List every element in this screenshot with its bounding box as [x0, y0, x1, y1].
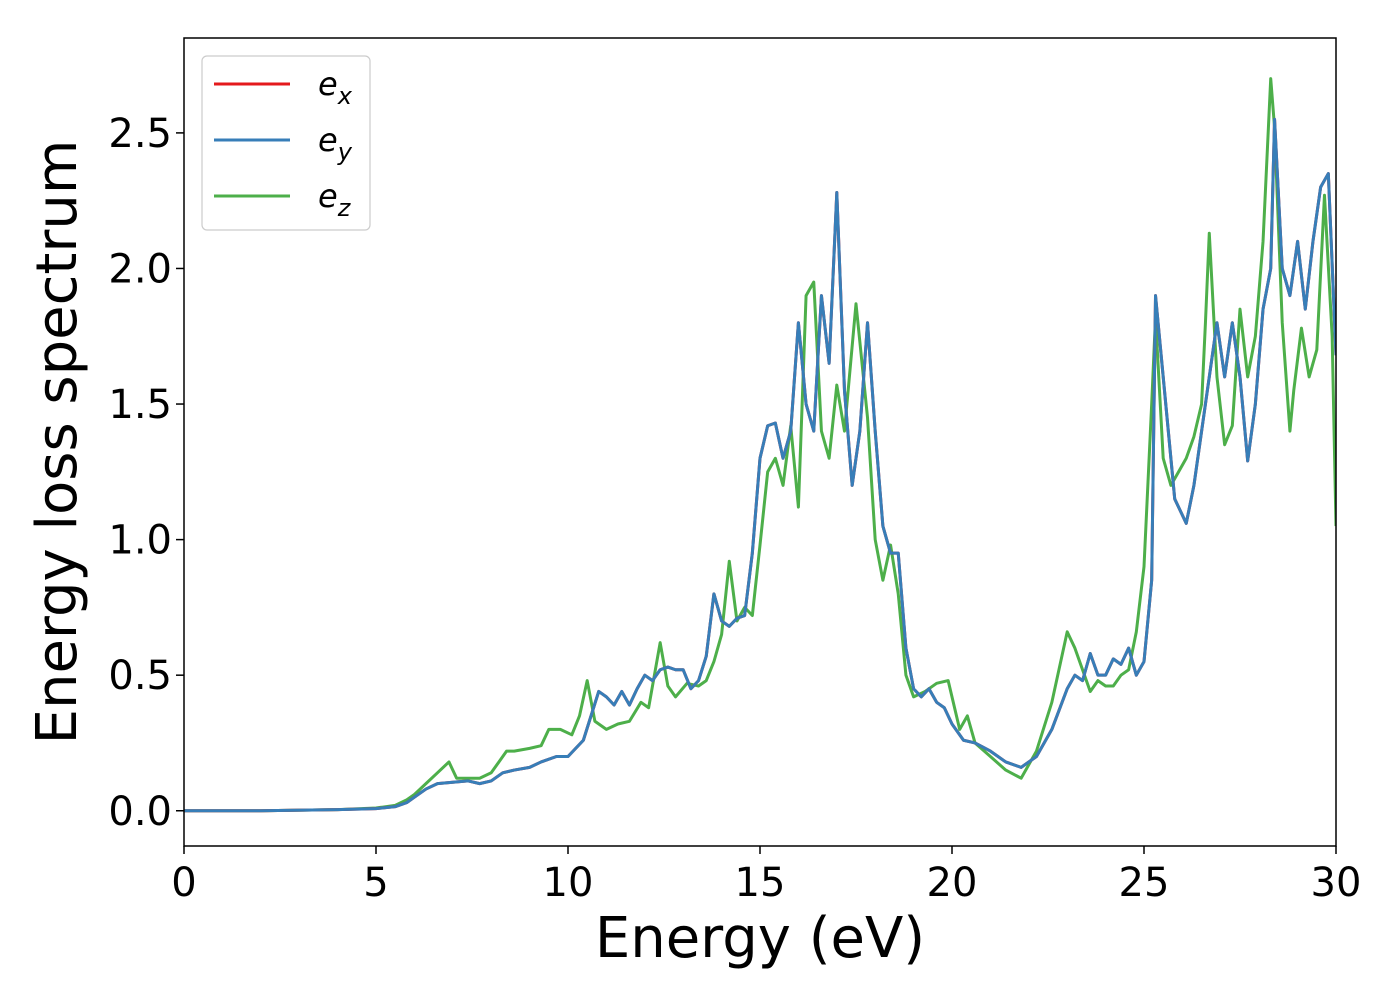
- x-tick-label: 20: [927, 860, 978, 906]
- x-tick-label: 0: [171, 860, 196, 906]
- x-tick-label: 30: [1311, 860, 1362, 906]
- y-tick-label: 2.5: [108, 111, 172, 157]
- series-line-ez: [184, 77, 1336, 813]
- y-tick-label: 0.0: [108, 789, 172, 835]
- x-tick-label: 15: [735, 860, 786, 906]
- legend-frame: [201, 55, 371, 231]
- x-axis: 0 5 10 15 20 25 30: [171, 846, 1361, 906]
- x-tick-label: 25: [1119, 860, 1170, 906]
- series-layer: [184, 77, 1336, 813]
- y-tick-label: 0.5: [108, 653, 172, 699]
- legend-label-ez: ez: [318, 177, 352, 222]
- y-axis-title: Energy loss spectrum: [25, 140, 90, 745]
- legend-label-ey: ey: [318, 121, 353, 166]
- x-tick-label: 10: [543, 860, 594, 906]
- x-tick-label: 5: [363, 860, 388, 906]
- y-tick-label: 2.0: [108, 246, 172, 292]
- series-line-ey: [184, 117, 1336, 813]
- y-axis: 0.0 0.5 1.0 1.5 2.0 2.5: [108, 111, 184, 835]
- x-axis-title: Energy (eV): [595, 906, 925, 971]
- legend: ex ey ez: [201, 55, 371, 231]
- y-tick-label: 1.5: [108, 382, 172, 428]
- legend-label-ex: ex: [318, 65, 353, 110]
- y-tick-label: 1.0: [108, 518, 172, 564]
